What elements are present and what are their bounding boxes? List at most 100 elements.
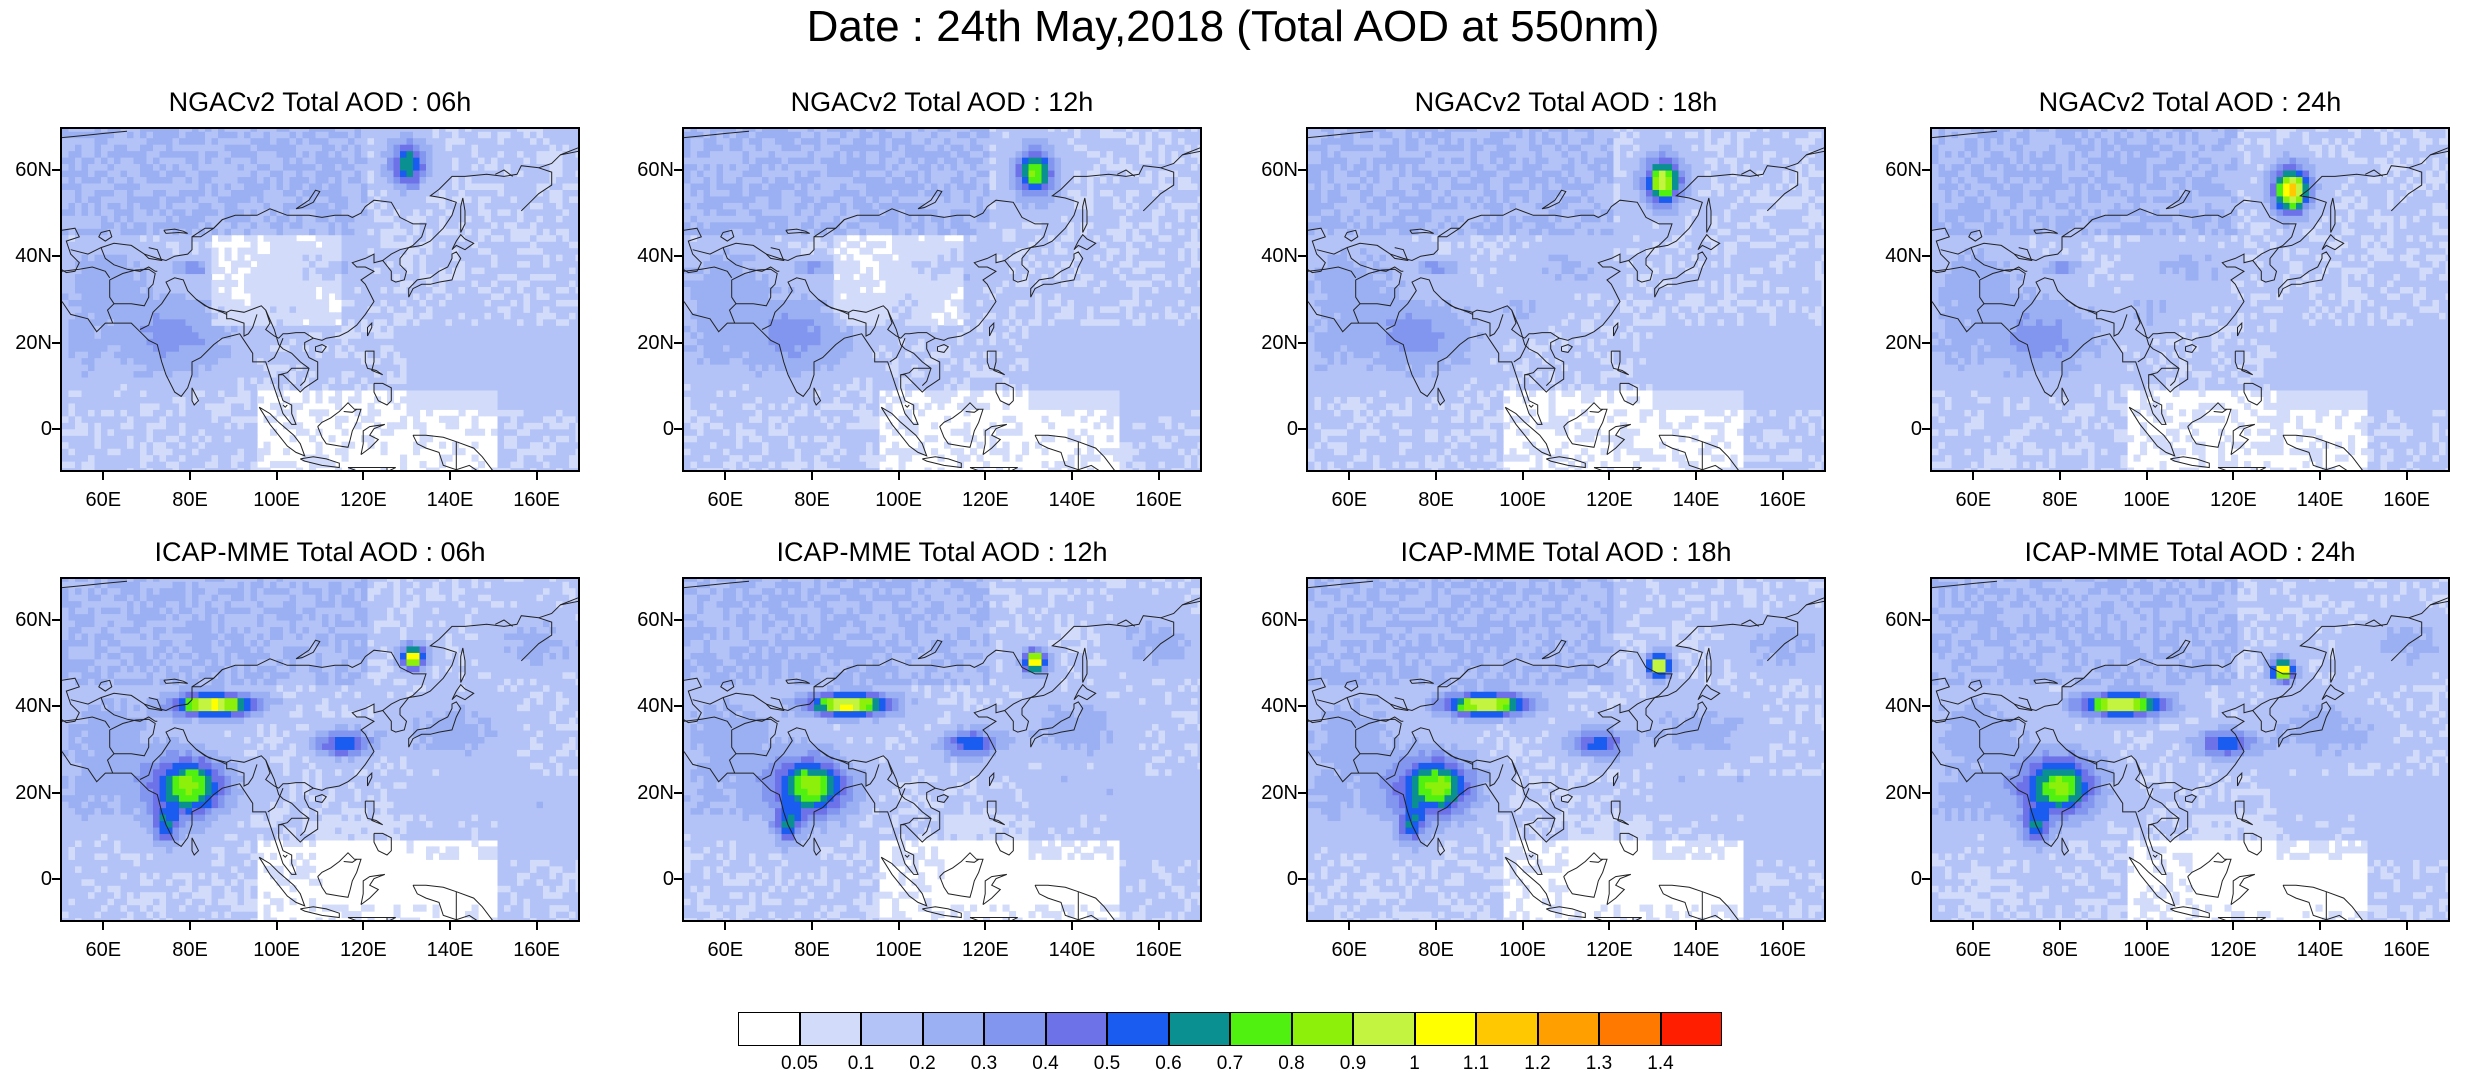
aod-field-svg <box>684 129 1202 472</box>
lat-tick-label: 20N <box>1261 333 1298 353</box>
lon-tick-label: 160E <box>507 939 567 962</box>
lon-tick-label: 60E <box>1319 489 1379 512</box>
lat-tick-label: 40N <box>1261 696 1298 716</box>
colorbar-label: 1 <box>1390 1053 1440 1075</box>
lat-tick-mark <box>52 619 60 621</box>
lon-tick-label: 140E <box>420 489 480 512</box>
lat-tick-mark <box>674 705 682 707</box>
colorbar-swatch <box>1169 1012 1231 1046</box>
colorbar-swatch <box>1476 1012 1538 1046</box>
lon-tick-mark <box>984 472 986 480</box>
lon-tick-mark <box>449 472 451 480</box>
lon-tick-label: 140E <box>1666 489 1726 512</box>
lon-tick-label: 100E <box>2117 939 2177 962</box>
lat-tick-mark <box>1298 255 1306 257</box>
lat-tick-label: 40N <box>1885 246 1922 266</box>
aod-field <box>1308 129 1826 472</box>
lon-tick-label: 60E <box>695 939 755 962</box>
panel-title: NGACv2 Total AOD : 24h <box>1930 85 2450 119</box>
lon-tick-label: 120E <box>955 939 1015 962</box>
lon-tick-label: 160E <box>1129 939 1189 962</box>
lon-tick-mark <box>724 922 726 930</box>
lon-tick-mark <box>189 922 191 930</box>
colorbar-label: 0.6 <box>1144 1053 1194 1075</box>
lon-tick-mark <box>362 472 364 480</box>
lon-tick-label: 120E <box>1579 939 1639 962</box>
colorbar-label: 1.1 <box>1451 1053 1501 1075</box>
panel-title: ICAP-MME Total AOD : 12h <box>682 535 1202 569</box>
colorbar-label: 0.2 <box>898 1053 948 1075</box>
lon-tick-label: 140E <box>1666 939 1726 962</box>
lat-tick-mark <box>1922 619 1930 621</box>
lat-tick-mark <box>1922 428 1930 430</box>
lat-tick-mark <box>674 428 682 430</box>
lat-tick-mark <box>52 342 60 344</box>
lon-tick-label: 80E <box>782 489 842 512</box>
colorbar-swatch <box>1661 1012 1723 1046</box>
lon-tick-label: 60E <box>695 489 755 512</box>
lon-tick-label: 100E <box>1493 489 1553 512</box>
aod-field-svg <box>62 129 580 472</box>
lat-tick-label: 60N <box>15 610 52 630</box>
lon-tick-mark <box>1071 472 1073 480</box>
lon-tick-label: 140E <box>2290 939 2350 962</box>
lon-tick-mark <box>276 472 278 480</box>
lon-tick-label: 60E <box>73 939 133 962</box>
lon-tick-mark <box>1158 922 1160 930</box>
lat-tick-mark <box>1298 792 1306 794</box>
panel-title: NGACv2 Total AOD : 18h <box>1306 85 1826 119</box>
lon-tick-mark <box>898 922 900 930</box>
lat-tick-mark <box>1922 342 1930 344</box>
colorbar-swatch <box>861 1012 923 1046</box>
panel-title: ICAP-MME Total AOD : 18h <box>1306 535 1826 569</box>
aod-field-svg <box>1308 579 1826 922</box>
lon-tick-label: 80E <box>2030 489 2090 512</box>
lat-tick-label: 40N <box>15 696 52 716</box>
colorbar-swatch <box>1230 1012 1292 1046</box>
lat-tick-label: 20N <box>15 333 52 353</box>
lon-tick-mark <box>536 922 538 930</box>
lon-tick-label: 60E <box>1943 489 2003 512</box>
colorbar-label: 0.1 <box>836 1053 886 1075</box>
lon-tick-mark <box>1348 922 1350 930</box>
aod-field <box>62 579 580 922</box>
lat-tick-mark <box>1298 878 1306 880</box>
lon-tick-mark <box>2059 922 2061 930</box>
lat-tick-mark <box>1298 428 1306 430</box>
colorbar-swatch <box>738 1012 800 1046</box>
lon-tick-mark <box>1522 922 1524 930</box>
lon-tick-mark <box>1608 472 1610 480</box>
lon-tick-mark <box>1972 922 1974 930</box>
lon-tick-label: 100E <box>869 489 929 512</box>
colorbar-label: 0.05 <box>775 1053 825 1075</box>
colorbar-swatch <box>1353 1012 1415 1046</box>
lat-tick-label: 60N <box>637 160 674 180</box>
lon-tick-mark <box>898 472 900 480</box>
aod-field <box>62 129 580 472</box>
colorbar-label: 0.5 <box>1082 1053 1132 1075</box>
aod-field <box>684 579 1202 922</box>
lon-tick-label: 100E <box>247 939 307 962</box>
colorbar-label: 0.9 <box>1328 1053 1378 1075</box>
aod-field-svg <box>62 579 580 922</box>
aod-map <box>60 577 580 922</box>
lon-tick-mark <box>2232 922 2234 930</box>
lon-tick-label: 120E <box>333 489 393 512</box>
lat-tick-mark <box>52 705 60 707</box>
lat-tick-mark <box>52 255 60 257</box>
colorbar-label: 0.7 <box>1205 1053 1255 1075</box>
lat-tick-label: 60N <box>1885 160 1922 180</box>
lat-tick-mark <box>52 169 60 171</box>
lon-tick-label: 140E <box>420 939 480 962</box>
lat-tick-label: 40N <box>637 696 674 716</box>
lat-tick-mark <box>1922 705 1930 707</box>
colorbar-swatch <box>1292 1012 1354 1046</box>
lat-tick-mark <box>1298 619 1306 621</box>
aod-map <box>1930 577 2450 922</box>
colorbar-swatch <box>984 1012 1046 1046</box>
